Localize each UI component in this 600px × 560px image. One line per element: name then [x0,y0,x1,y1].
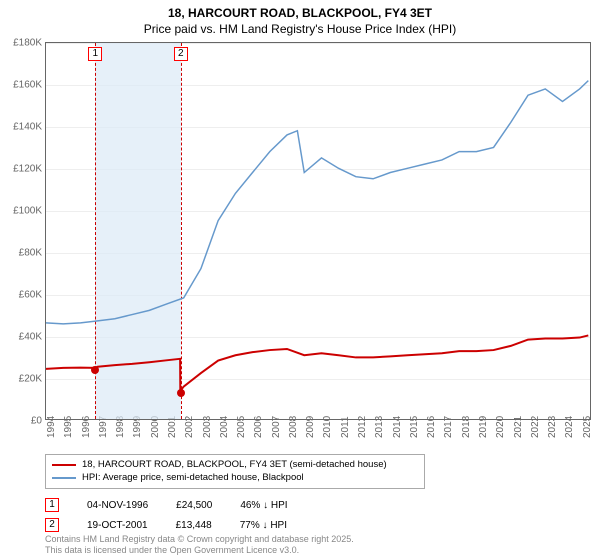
footer-line: Contains HM Land Registry data © Crown c… [45,534,354,545]
x-axis-tick: 2024 [564,416,575,438]
sale-marker-badge: 2 [45,518,59,532]
chart-title: 18, HARCOURT ROAD, BLACKPOOL, FY4 3ET [0,0,600,22]
sale-delta: 46% ↓ HPI [240,500,287,511]
y-axis-tick: £160K [4,80,42,91]
y-axis-tick: £60K [4,290,42,301]
sale-point [91,366,99,374]
y-axis-tick: £20K [4,374,42,385]
attribution: Contains HM Land Registry data © Crown c… [45,534,354,556]
x-axis-tick: 2025 [582,416,593,438]
x-axis-tick: 2010 [322,416,333,438]
x-axis-tick: 2000 [150,416,161,438]
x-axis-tick: 2012 [357,416,368,438]
sale-delta: 77% ↓ HPI [240,520,287,531]
x-axis-tick: 1995 [63,416,74,438]
x-axis-tick: 2003 [202,416,213,438]
y-axis-tick: £80K [4,248,42,259]
sale-date: 04-NOV-1996 [87,500,148,511]
legend-swatch [52,477,76,479]
x-axis-tick: 2016 [426,416,437,438]
x-axis-tick: 2015 [409,416,420,438]
x-axis-tick: 1998 [115,416,126,438]
x-axis-tick: 2005 [236,416,247,438]
legend: 18, HARCOURT ROAD, BLACKPOOL, FY4 3ET (s… [45,454,425,489]
x-axis-tick: 2013 [374,416,385,438]
x-axis-tick: 1996 [81,416,92,438]
legend-swatch [52,464,76,466]
x-axis-tick: 1999 [132,416,143,438]
sale-row: 2 19-OCT-2001 £13,448 77% ↓ HPI [45,518,287,532]
x-axis-tick: 2002 [184,416,195,438]
y-axis-tick: £100K [4,206,42,217]
x-axis-tick: 2001 [167,416,178,438]
legend-item: 18, HARCOURT ROAD, BLACKPOOL, FY4 3ET (s… [52,458,418,471]
x-axis-tick: 2004 [219,416,230,438]
sale-price: £13,448 [176,520,212,531]
x-axis-tick: 2017 [443,416,454,438]
x-axis-tick: 2014 [392,416,403,438]
x-axis-tick: 1997 [98,416,109,438]
x-axis-tick: 2018 [461,416,472,438]
x-axis-tick: 2020 [495,416,506,438]
x-axis-tick: 2011 [340,416,351,438]
sale-marker-badge: 1 [45,498,59,512]
chart-subtitle: Price paid vs. HM Land Registry's House … [0,22,600,40]
sale-row: 1 04-NOV-1996 £24,500 46% ↓ HPI [45,498,288,512]
sale-date: 19-OCT-2001 [87,520,148,531]
legend-item: HPI: Average price, semi-detached house,… [52,471,418,484]
x-axis-tick: 2009 [305,416,316,438]
sale-point [177,389,185,397]
address_series [46,335,588,391]
x-axis-tick: 2007 [271,416,282,438]
hpi_series [46,81,588,324]
y-axis-tick: £40K [4,332,42,343]
x-axis-tick: 2021 [513,416,524,438]
sale-price: £24,500 [176,500,212,511]
x-axis-tick: 1994 [46,416,57,438]
y-axis-tick: £180K [4,38,42,49]
x-axis-tick: 2022 [530,416,541,438]
y-axis-tick: £120K [4,164,42,175]
legend-label: 18, HARCOURT ROAD, BLACKPOOL, FY4 3ET (s… [82,458,387,471]
y-axis-tick: £0 [4,416,42,427]
x-axis-tick: 2008 [288,416,299,438]
footer-line: This data is licensed under the Open Gov… [45,545,354,556]
legend-label: HPI: Average price, semi-detached house,… [82,471,304,484]
x-axis-tick: 2023 [547,416,558,438]
y-axis-tick: £140K [4,122,42,133]
x-axis-tick: 2019 [478,416,489,438]
x-axis-tick: 2006 [253,416,264,438]
chart-plot-area: £0£20K£40K£60K£80K£100K£120K£140K£160K£1… [45,42,591,420]
